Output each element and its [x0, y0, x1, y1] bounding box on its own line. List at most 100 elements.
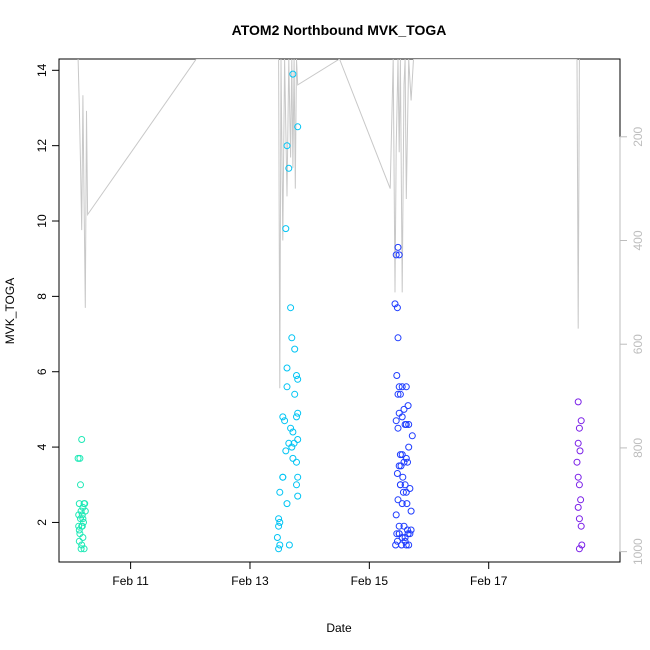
data-point: [76, 454, 84, 462]
y2-tick-label: 1000: [631, 538, 645, 565]
data-point: [402, 421, 410, 428]
data-point: [398, 383, 406, 391]
y-tick-label: 8: [35, 293, 49, 300]
data-point: [394, 424, 402, 432]
data-point: [294, 409, 302, 417]
data-point: [393, 470, 401, 477]
data-point: [293, 458, 300, 466]
data-point: [402, 541, 410, 549]
data-point: [289, 428, 297, 436]
data-point: [294, 492, 302, 500]
x-tick-label: Feb 17: [470, 574, 508, 588]
data-point: [574, 473, 582, 481]
data-point: [398, 500, 406, 508]
data-point: [75, 526, 83, 534]
axes-layer: Feb 11 Feb 13 Feb 15 Feb 17 2 4 6 8 10 12 14 200 400…: [35, 63, 645, 588]
data-point: [403, 500, 411, 508]
chart-title: ATOM2 Northbound MVK_TOGA: [232, 22, 447, 38]
data-point: [392, 511, 400, 519]
data-point: [78, 436, 86, 443]
data-point: [396, 481, 404, 489]
data-point: [395, 383, 403, 391]
data-point: [402, 383, 410, 391]
data-point: [287, 424, 295, 432]
data-point: [575, 424, 583, 432]
y-tick-label: 10: [35, 214, 49, 228]
data-point: [279, 413, 287, 421]
data-point: [78, 541, 86, 549]
data-point: [401, 481, 409, 489]
data-point: [574, 503, 582, 511]
data-point: [78, 511, 86, 519]
data-point: [575, 481, 583, 489]
data-point: [288, 443, 296, 451]
data-point: [80, 518, 87, 526]
data-point: [405, 541, 413, 549]
data-point: [285, 164, 293, 172]
data-point: [275, 522, 283, 530]
data-point: [282, 447, 290, 455]
x-axis-label: Date: [326, 621, 352, 635]
x-tick-label: Feb 15: [351, 574, 389, 588]
data-point: [79, 534, 87, 541]
data-point: [285, 541, 293, 549]
data-point: [276, 518, 284, 526]
data-point: [393, 530, 401, 538]
data-point: [391, 300, 399, 308]
data-point: [573, 458, 581, 466]
data-point: [80, 545, 88, 553]
data-point: [398, 451, 406, 459]
y2-tick-label: 800: [631, 438, 645, 458]
points-layer: [74, 70, 586, 553]
y-tick-label: 14: [35, 63, 49, 77]
data-point: [394, 243, 402, 251]
data-point: [294, 473, 302, 481]
y2-tick-label: 200: [631, 126, 645, 146]
data-point: [275, 545, 283, 553]
data-point: [395, 522, 403, 530]
y-tick-label: 12: [35, 139, 49, 153]
y2-tick-label: 400: [631, 230, 645, 250]
data-point: [399, 488, 407, 496]
data-point: [397, 462, 405, 470]
data-point: [75, 500, 83, 508]
y-axis-label: MVK_TOGA: [3, 278, 17, 344]
data-point: [75, 511, 83, 519]
data-point: [398, 541, 406, 549]
data-point: [283, 500, 291, 508]
data-point: [289, 454, 297, 462]
data-point: [577, 522, 585, 530]
data-point: [577, 417, 585, 425]
data-point: [393, 537, 401, 545]
data-point: [77, 545, 85, 553]
data-point: [405, 443, 413, 451]
data-point: [273, 534, 281, 541]
data-point: [289, 70, 297, 78]
data-point: [392, 417, 400, 425]
data-point: [392, 541, 400, 549]
data-point: [283, 364, 291, 372]
data-point: [294, 375, 302, 383]
data-point: [293, 413, 300, 421]
data-point: [393, 304, 401, 312]
data-point: [399, 473, 407, 481]
data-point: [405, 421, 413, 428]
data-point: [406, 530, 414, 538]
data-point: [577, 496, 585, 504]
data-point: [404, 402, 412, 410]
data-point: [282, 225, 290, 233]
data-point: [281, 417, 289, 425]
data-point: [574, 439, 582, 447]
data-point: [290, 439, 298, 447]
data-point: [406, 485, 414, 492]
data-point: [400, 522, 408, 530]
data-point: [392, 251, 400, 259]
x-tick-label: Feb 11: [112, 574, 149, 588]
data-point: [283, 142, 291, 150]
data-point: [75, 522, 83, 530]
data-point: [394, 390, 402, 398]
data-point: [407, 507, 415, 515]
data-point: [294, 123, 302, 131]
data-point: [402, 454, 410, 462]
